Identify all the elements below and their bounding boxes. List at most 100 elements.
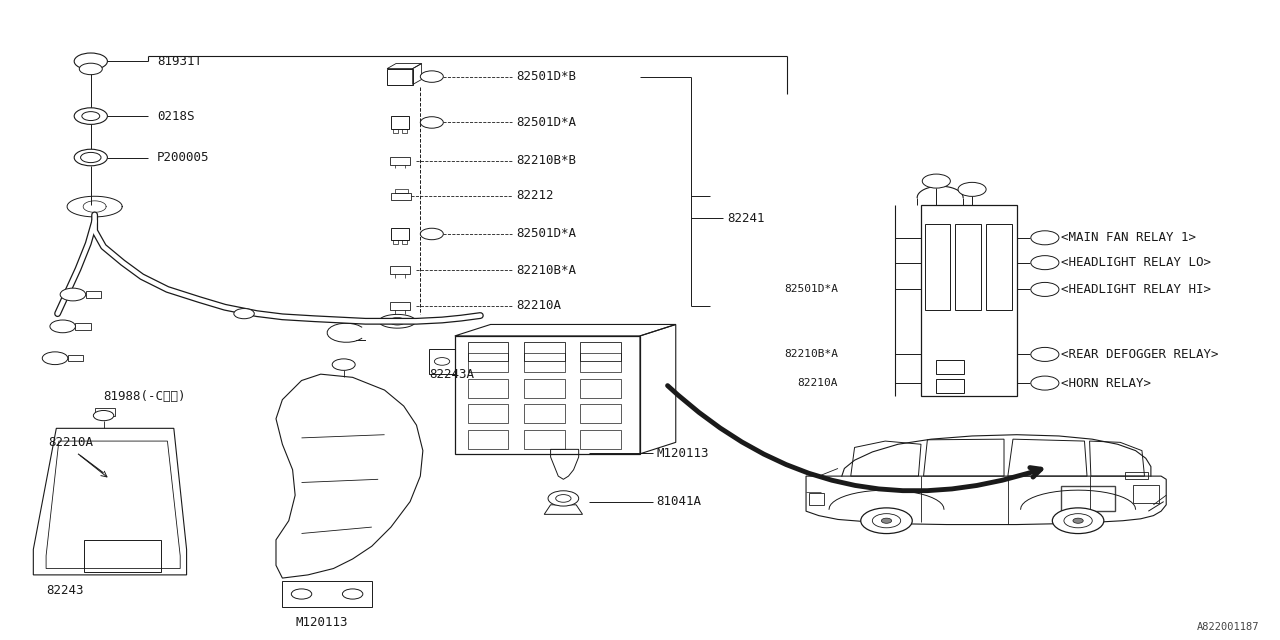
Bar	[84, 540, 161, 572]
Circle shape	[82, 111, 100, 120]
Text: 82210B*A: 82210B*A	[516, 264, 576, 276]
Circle shape	[873, 514, 901, 528]
Bar	[1125, 472, 1148, 479]
Text: 81988(-C年改): 81988(-C年改)	[104, 390, 186, 403]
Bar	[809, 493, 824, 505]
Text: 1: 1	[969, 185, 974, 194]
Bar	[524, 379, 564, 397]
Text: 0218S: 0218S	[157, 109, 195, 123]
Text: 82243A: 82243A	[429, 367, 475, 381]
Text: 2: 2	[429, 72, 434, 81]
Circle shape	[434, 358, 449, 365]
Bar	[402, 241, 407, 244]
Circle shape	[1030, 376, 1059, 390]
Bar	[580, 353, 621, 372]
Text: 1: 1	[1042, 258, 1047, 267]
Bar	[1133, 485, 1158, 503]
Text: <REAR DEFOGGER RELAY>: <REAR DEFOGGER RELAY>	[1061, 348, 1219, 361]
Text: 82241: 82241	[727, 212, 764, 225]
Bar	[1061, 486, 1115, 511]
Text: 1: 1	[1042, 285, 1047, 294]
Text: 2: 2	[934, 177, 938, 186]
Circle shape	[93, 410, 114, 420]
Bar	[467, 429, 508, 449]
Circle shape	[957, 182, 986, 196]
Circle shape	[79, 63, 102, 75]
Text: P200005: P200005	[157, 151, 210, 164]
Text: 81931T: 81931T	[157, 55, 202, 68]
Text: <HEADLIGHT RELAY HI>: <HEADLIGHT RELAY HI>	[1061, 283, 1211, 296]
Bar	[524, 342, 564, 362]
Circle shape	[923, 174, 950, 188]
Bar	[454, 336, 640, 454]
Bar	[390, 116, 408, 129]
Bar	[387, 68, 412, 84]
Text: <HEADLIGHT RELAY LO>: <HEADLIGHT RELAY LO>	[1061, 256, 1211, 269]
Bar	[393, 129, 398, 132]
Circle shape	[420, 71, 443, 83]
Circle shape	[81, 152, 101, 163]
Bar	[580, 379, 621, 397]
Bar	[393, 241, 398, 244]
Bar	[467, 342, 508, 362]
Circle shape	[50, 320, 76, 333]
Text: 82501D*A: 82501D*A	[516, 227, 576, 241]
Circle shape	[1052, 508, 1103, 534]
Bar	[580, 429, 621, 449]
Text: 82501D*A: 82501D*A	[516, 116, 576, 129]
Bar	[580, 404, 621, 423]
Bar	[524, 429, 564, 449]
Circle shape	[1064, 514, 1092, 528]
Circle shape	[420, 228, 443, 240]
Circle shape	[74, 53, 108, 70]
Text: <HORN RELAY>: <HORN RELAY>	[1061, 376, 1152, 390]
Circle shape	[548, 491, 579, 506]
Bar	[936, 360, 964, 374]
Circle shape	[343, 589, 362, 599]
Bar	[955, 225, 980, 310]
Bar	[283, 581, 371, 607]
Text: 1: 1	[1042, 379, 1047, 388]
Bar	[467, 353, 508, 372]
Bar	[390, 228, 408, 241]
Bar	[524, 353, 564, 372]
Text: M120113: M120113	[296, 616, 348, 629]
Bar	[389, 266, 410, 274]
Text: 82212: 82212	[516, 189, 554, 202]
Circle shape	[333, 359, 355, 371]
Bar	[394, 189, 407, 193]
Text: 81041A: 81041A	[657, 495, 701, 508]
Text: A822001187: A822001187	[1197, 622, 1260, 632]
Text: 82501D*A: 82501D*A	[783, 284, 838, 294]
Bar	[925, 225, 950, 310]
Bar	[389, 302, 410, 310]
Circle shape	[60, 288, 86, 301]
Text: 82243: 82243	[46, 584, 83, 597]
Text: 82210A: 82210A	[516, 300, 561, 312]
Text: 1: 1	[1042, 350, 1047, 359]
Bar	[402, 129, 407, 132]
Bar	[95, 408, 115, 415]
Text: <MAIN FAN RELAY 1>: <MAIN FAN RELAY 1>	[1061, 231, 1197, 244]
Circle shape	[42, 352, 68, 365]
Bar	[429, 349, 454, 374]
Circle shape	[74, 149, 108, 166]
Text: 82210A: 82210A	[797, 378, 838, 388]
Bar	[467, 404, 508, 423]
Circle shape	[292, 589, 312, 599]
Text: 82210B*A: 82210B*A	[783, 349, 838, 360]
Bar	[389, 157, 410, 164]
Bar	[524, 404, 564, 423]
Text: 1: 1	[429, 118, 434, 127]
Bar	[467, 379, 508, 397]
Bar	[922, 205, 1016, 396]
Circle shape	[860, 508, 913, 534]
Bar	[390, 193, 411, 200]
Text: 1: 1	[429, 230, 434, 239]
Text: 82210A: 82210A	[49, 436, 93, 449]
Circle shape	[1073, 518, 1083, 524]
Circle shape	[420, 116, 443, 128]
Circle shape	[74, 108, 108, 124]
Bar	[936, 380, 964, 394]
Circle shape	[1030, 231, 1059, 245]
